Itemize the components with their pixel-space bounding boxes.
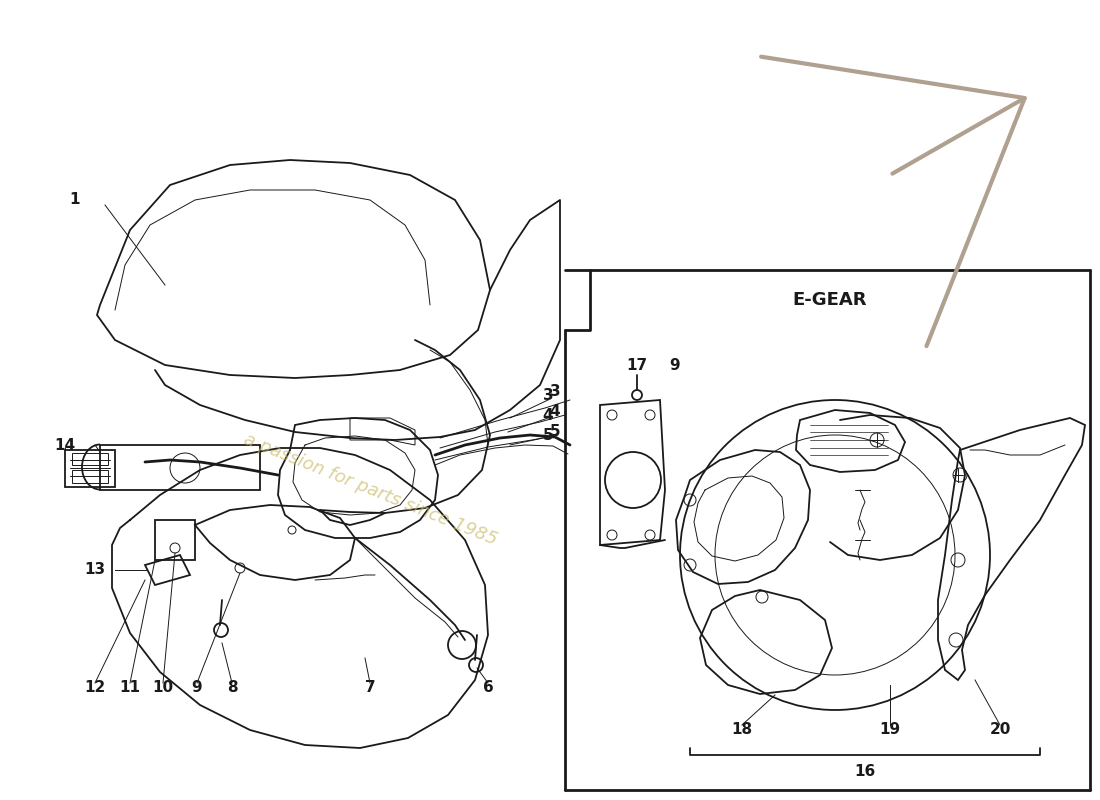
Text: 13: 13 (85, 562, 106, 578)
Text: 9: 9 (670, 358, 680, 373)
Text: 19: 19 (879, 722, 901, 738)
Text: 9: 9 (191, 681, 202, 695)
Text: 3: 3 (550, 385, 560, 399)
Text: 6: 6 (483, 681, 494, 695)
Text: 4: 4 (542, 407, 553, 422)
Text: 8: 8 (227, 681, 238, 695)
Text: 5: 5 (550, 425, 560, 439)
Text: 7: 7 (365, 681, 375, 695)
Text: a passion for parts since 1985: a passion for parts since 1985 (241, 430, 499, 550)
Text: 10: 10 (153, 681, 174, 695)
Text: 4: 4 (550, 405, 560, 419)
Text: 5: 5 (542, 427, 553, 442)
Text: 12: 12 (85, 681, 106, 695)
Text: 17: 17 (626, 358, 648, 373)
Text: 16: 16 (855, 765, 876, 779)
Text: 1: 1 (69, 193, 80, 207)
Text: 3: 3 (542, 387, 553, 402)
Text: 18: 18 (732, 722, 752, 738)
Text: 14: 14 (54, 438, 76, 453)
Text: E-GEAR: E-GEAR (793, 291, 867, 309)
Text: 20: 20 (989, 722, 1011, 738)
Text: 11: 11 (120, 681, 141, 695)
